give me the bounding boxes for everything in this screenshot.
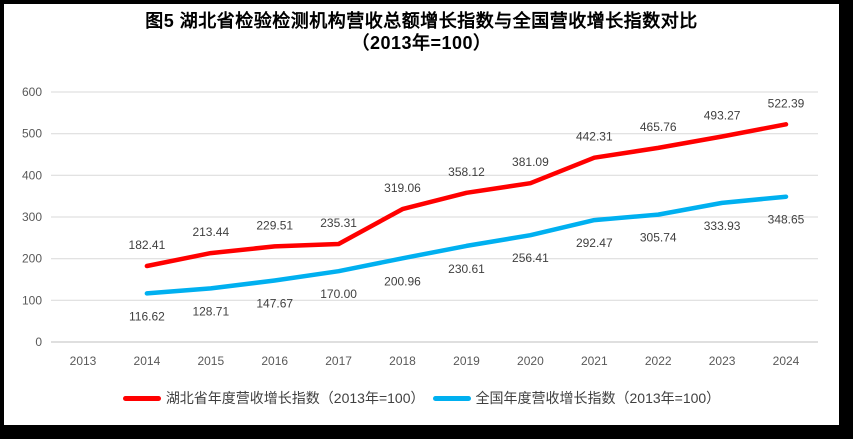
x-tick-label: 2017 [325, 354, 352, 368]
data-label: 292.47 [576, 236, 613, 250]
x-tick-label: 2021 [581, 354, 608, 368]
chart-title-line2: （2013年=100） [351, 33, 492, 53]
x-tick-label: 2016 [261, 354, 288, 368]
data-label: 230.61 [448, 262, 485, 276]
data-label: 333.93 [704, 219, 741, 233]
data-label: 465.76 [640, 120, 677, 134]
series-line [144, 122, 789, 269]
data-label: 170.00 [320, 287, 357, 301]
data-label: 348.65 [768, 213, 805, 227]
x-tick-label: 2023 [709, 354, 736, 368]
data-label: 256.41 [512, 251, 549, 265]
chart-legend: 湖北省年度营收增长指数（2013年=100） 全国年度营收增长指数（2013年=… [4, 388, 839, 408]
x-tick-label: 2024 [773, 354, 800, 368]
y-tick-label: 400 [22, 168, 42, 182]
x-tick-label: 2020 [517, 354, 544, 368]
data-label: 128.71 [192, 304, 229, 318]
legend-label-national: 全国年度营收增长指数（2013年=100） [475, 390, 721, 406]
data-label: 493.27 [704, 109, 741, 123]
chart-title-line1: 图5 湖北省检验检测机构营收总额增长指数与全国营收增长指数对比 [145, 11, 698, 31]
data-label: 200.96 [384, 274, 421, 288]
x-tick-label: 2022 [645, 354, 672, 368]
series-line [144, 194, 789, 296]
data-label: 147.67 [256, 297, 293, 311]
legend-label-hubei: 湖北省年度营收增长指数（2013年=100） [165, 390, 425, 406]
data-label: 229.51 [256, 218, 293, 232]
data-label: 182.41 [129, 238, 166, 252]
y-tick-label: 300 [22, 210, 42, 224]
x-tick-label: 2019 [453, 354, 480, 368]
legend-swatch-national-line [432, 395, 471, 401]
legend-swatch-hubei-line [122, 395, 161, 401]
data-label: 213.44 [192, 225, 229, 239]
y-tick-label: 600 [22, 85, 42, 99]
data-label: 305.74 [640, 231, 677, 245]
data-label: 235.31 [320, 216, 357, 230]
y-tick-label: 100 [22, 293, 42, 307]
data-label: 116.62 [129, 309, 165, 323]
legend-item-national: 全国年度营收增长指数（2013年=100） [432, 388, 721, 408]
x-tick-label: 2013 [70, 354, 97, 368]
data-label: 358.12 [448, 165, 485, 179]
x-tick-label: 2015 [197, 354, 224, 368]
data-label: 442.31 [576, 130, 613, 144]
legend-item-hubei: 湖北省年度营收增长指数（2013年=100） [122, 388, 425, 408]
x-tick-label: 2018 [389, 354, 416, 368]
chart-title: 图5 湖北省检验检测机构营收总额增长指数与全国营收增长指数对比 （2013年=1… [4, 10, 839, 54]
y-tick-label: 200 [22, 252, 42, 266]
data-label: 319.06 [384, 181, 421, 195]
y-tick-label: 500 [22, 127, 42, 141]
y-tick-label: 0 [35, 335, 42, 349]
chart-plot-svg: 0 100 200 300 400 500 600 2013 2014 2015 2016 2017 2… [22, 85, 818, 368]
x-tick-label: 2014 [134, 354, 161, 368]
data-label: 522.39 [768, 96, 805, 110]
data-label: 381.09 [512, 155, 549, 169]
